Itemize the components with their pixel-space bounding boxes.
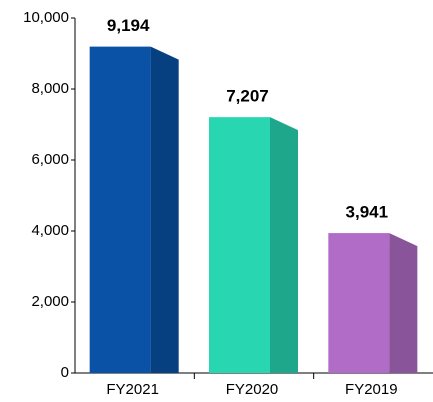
bar-side [150,46,179,373]
y-tick-label: 2,000 [31,293,69,310]
y-tick-label: 0 [61,364,69,381]
value-label: 3,941 [346,203,389,222]
y-tick-label: 10,000 [23,9,69,26]
bar-side-shade [389,233,418,373]
x-tick-label: FY2020 [226,381,279,398]
value-label: 9,194 [107,16,150,35]
y-tick-label: 6,000 [31,151,69,168]
bar-front [209,117,270,374]
x-tick-label: FY2021 [106,381,159,398]
bar-side-shade [270,117,298,374]
bar-side-shade [150,46,179,373]
bar-side [270,117,298,374]
x-tick-label: FY2019 [345,381,398,398]
y-tick-label: 4,000 [31,222,69,239]
bar-front [89,46,151,373]
bar-front [328,233,390,373]
value-label: 7,207 [226,87,269,106]
y-tick-label: 8,000 [31,80,69,97]
bar-side [389,233,418,373]
